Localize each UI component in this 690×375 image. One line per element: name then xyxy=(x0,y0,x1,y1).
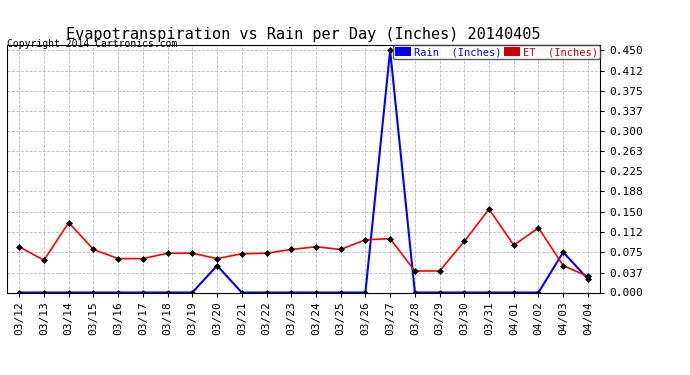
Legend: Rain  (Inches), ET  (Inches): Rain (Inches), ET (Inches) xyxy=(393,45,600,59)
Title: Evapotranspiration vs Rain per Day (Inches) 20140405: Evapotranspiration vs Rain per Day (Inch… xyxy=(66,27,541,42)
Text: Copyright 2014 Cartronics.com: Copyright 2014 Cartronics.com xyxy=(7,39,177,50)
